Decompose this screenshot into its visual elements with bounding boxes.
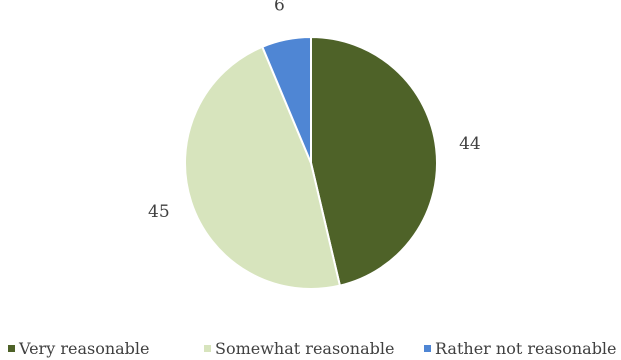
pie-chart-svg: 44 45 6: [148, 0, 481, 290]
data-label-somewhat-reasonable: 45: [148, 202, 170, 222]
pie-slice-rather-not-reasonable: [260, 35, 312, 164]
legend-label-somewhat-reasonable: Somewhat reasonable: [215, 339, 395, 358]
legend-item-somewhat-reasonable: Somewhat reasonable: [204, 338, 394, 360]
legend-label-very-reasonable: Very reasonable: [19, 339, 150, 358]
legend-swatch-somewhat-reasonable: [204, 345, 211, 352]
legend-item-rather-not-reasonable: Rather not reasonable: [424, 338, 617, 360]
chart-legend: Very reasonable Somewhat reasonable Rath…: [0, 338, 621, 360]
pie-slice-very-reasonable: [310, 35, 438, 287]
legend-swatch-very-reasonable: [8, 345, 15, 352]
legend-item-very-reasonable: Very reasonable: [8, 338, 150, 360]
data-label-rather-not-reasonable: 6: [274, 0, 285, 16]
legend-label-rather-not-reasonable: Rather not reasonable: [435, 339, 617, 358]
pie-slice-somewhat-reasonable: [184, 45, 342, 290]
legend-swatch-rather-not-reasonable: [424, 345, 431, 352]
data-label-very-reasonable: 44: [459, 134, 481, 154]
